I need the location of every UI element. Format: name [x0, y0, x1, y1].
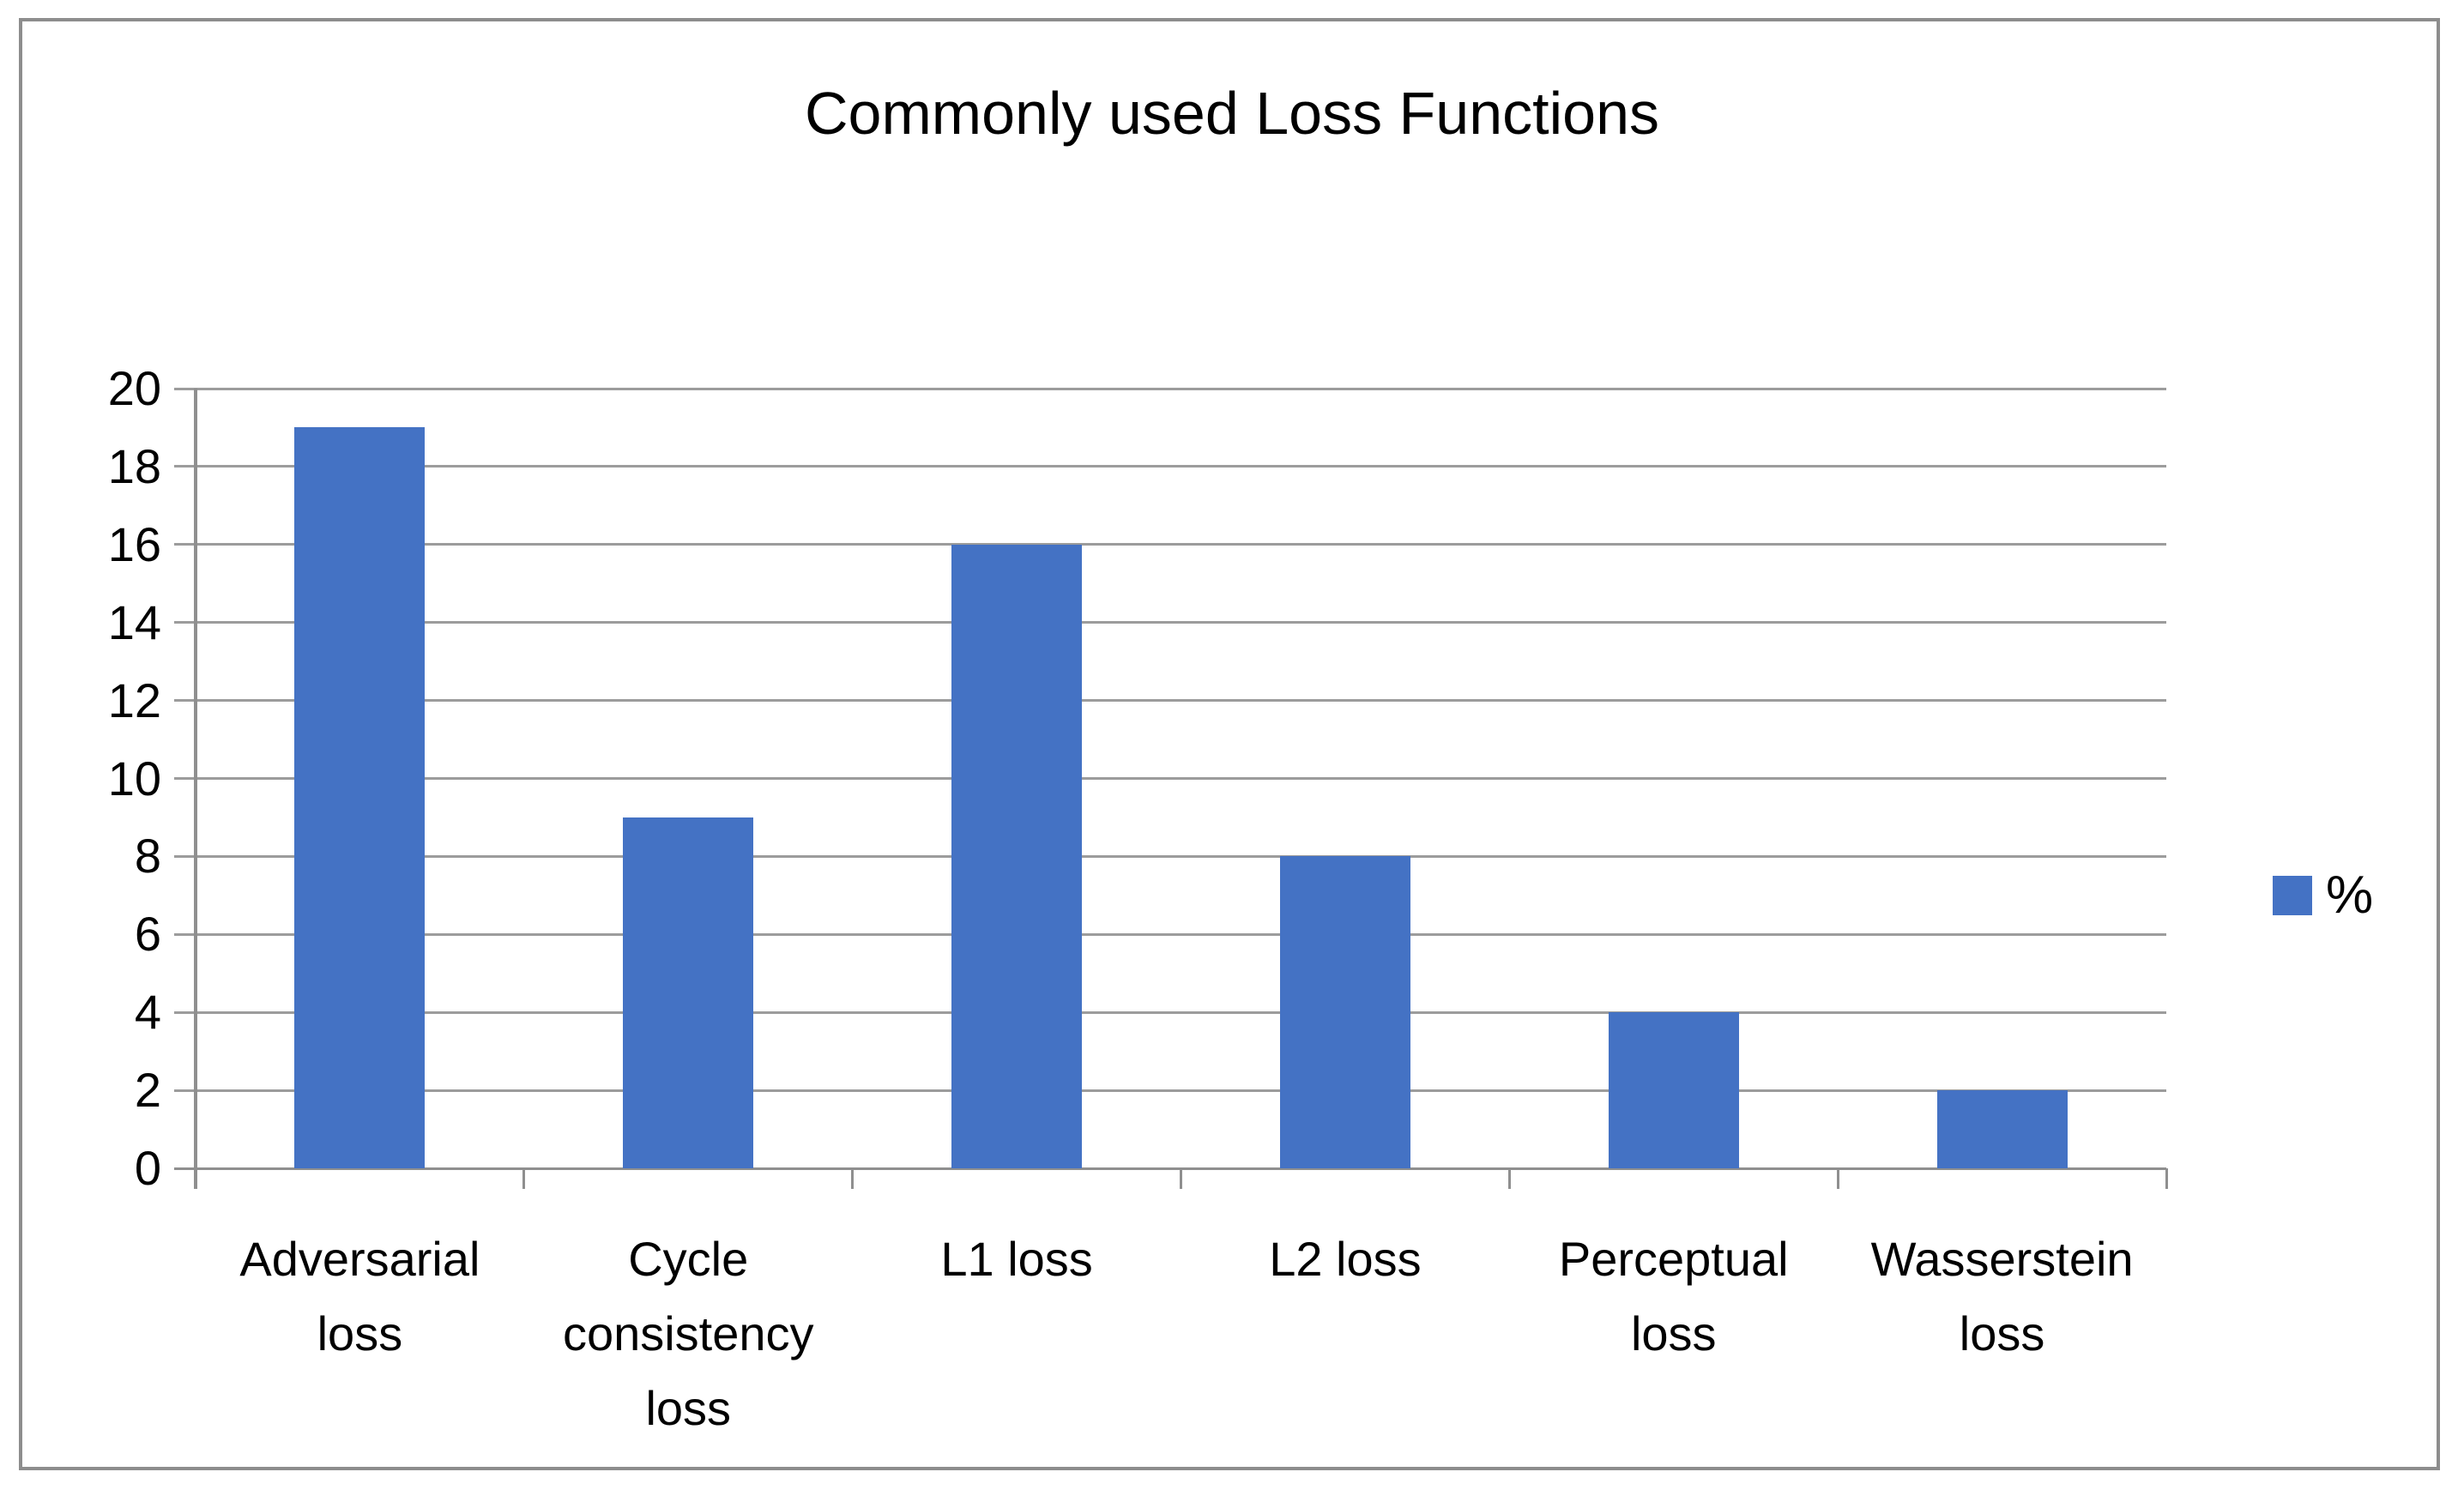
y-tick-label: 4: [134, 985, 161, 1040]
x-axis-tick: [1507, 1168, 1511, 1189]
y-tick-label: 8: [134, 829, 161, 884]
gridline: [174, 1010, 2166, 1014]
gridline: [174, 465, 2166, 468]
x-axis-tick: [1180, 1168, 1182, 1189]
x-category-label-l2-loss: L2 loss: [1269, 1232, 1422, 1286]
x-axis-tick: [522, 1168, 526, 1189]
gridline: [174, 699, 2166, 703]
legend-swatch: [2273, 876, 2312, 915]
bar-perceptual-loss: [1608, 1012, 1739, 1168]
gridline: [174, 387, 2166, 390]
x-axis-tick: [1836, 1168, 1839, 1189]
y-tick-label: 18: [107, 438, 161, 493]
gridline: [174, 1167, 2166, 1170]
legend-label: %: [2326, 866, 2374, 925]
gridline: [174, 1089, 2166, 1092]
gridline: [174, 621, 2166, 624]
gridline: [174, 777, 2166, 780]
legend: %: [2273, 869, 2373, 922]
y-tick-label: 10: [107, 751, 161, 805]
x-category-label-l1-loss: L1 loss: [940, 1232, 1093, 1286]
bar-adversarial-loss: [294, 427, 426, 1168]
y-axis-line: [194, 389, 197, 1189]
x-axis-tick: [851, 1168, 855, 1189]
y-tick-label: 20: [107, 361, 161, 415]
y-tick-label: 12: [107, 673, 161, 727]
y-tick-label: 2: [134, 1063, 161, 1118]
bar-cycle-consistency-loss: [623, 817, 754, 1168]
x-category-label-cycle-consistency-loss: Cycle consistency loss: [562, 1232, 814, 1435]
bar-l1-loss: [951, 544, 1083, 1168]
y-tick-label: 6: [134, 907, 161, 962]
x-category-label-adversarial-loss: Adversarial loss: [239, 1232, 480, 1360]
x-category-label-wasserstein-loss: Wasserstein loss: [1870, 1232, 2134, 1360]
y-tick-label: 14: [107, 594, 161, 649]
gridline: [174, 854, 2166, 858]
x-category-label-perceptual-loss: Perceptual loss: [1558, 1232, 1789, 1360]
gridline: [174, 932, 2166, 936]
bar-l2-loss: [1279, 856, 1410, 1168]
x-axis-tick: [2165, 1168, 2168, 1189]
y-tick-label: 0: [134, 1141, 161, 1195]
y-tick-label: 16: [107, 516, 161, 571]
x-axis-tick: [194, 1168, 197, 1189]
bar-wasserstein-loss: [1936, 1090, 2068, 1168]
gridline: [174, 543, 2166, 546]
chart-title: Commonly used Loss Functions: [805, 80, 1659, 147]
